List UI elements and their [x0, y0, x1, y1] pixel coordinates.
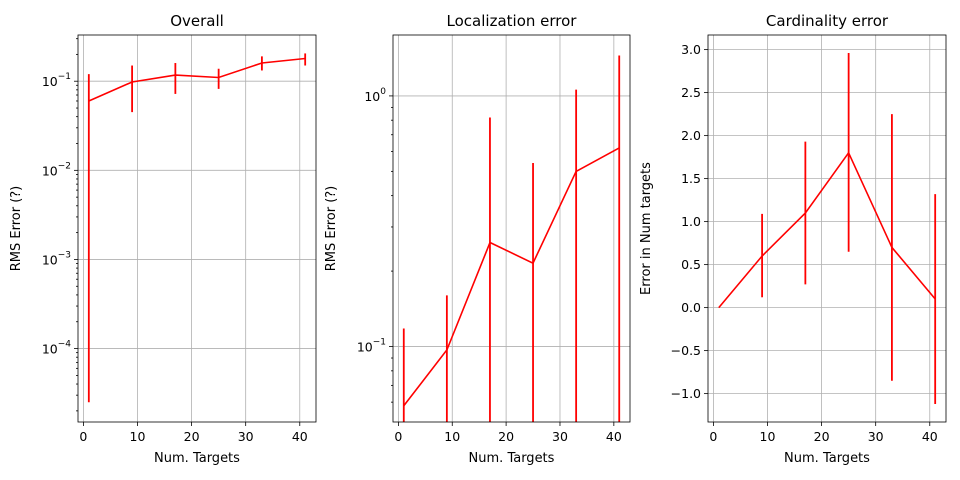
- subplot-cardinality-error: 0 10 20 30 40 −1.0 −0.5 0.0 0.5 1.0 1.5 2.0 2.5 3.0 C…: [639, 12, 947, 466]
- y-tick-exponent: −3: [58, 250, 71, 260]
- y-tick-exponent: 0: [380, 87, 386, 97]
- x-tick-label: 20: [498, 429, 514, 444]
- x-axis-label: Num. Targets: [154, 451, 240, 466]
- x-tick-label: 20: [184, 429, 200, 444]
- y-tick-label: 0.5: [681, 257, 701, 272]
- y-axis-label: RMS Error (?): [324, 186, 339, 272]
- x-tick-label: 0: [394, 429, 402, 444]
- y-tick-label: 10−3: [42, 250, 71, 267]
- x-tick-label: 40: [292, 429, 308, 444]
- y-tick-label: 1.0: [681, 214, 701, 229]
- y-tick-label: 2.0: [681, 128, 701, 143]
- y-axis-label: Error in Num targets: [639, 162, 654, 295]
- y-tick-base: 10: [42, 342, 58, 357]
- y-tick-exponent: −1: [58, 72, 71, 82]
- x-tick-label: 0: [709, 429, 717, 444]
- y-tick-label: 10−1: [357, 338, 386, 355]
- chart-title: Cardinality error: [766, 12, 889, 30]
- y-tick-label: −1.0: [671, 386, 701, 401]
- y-tick-label: 3.0: [681, 42, 701, 57]
- chart-title: Localization error: [447, 12, 578, 30]
- axes-frame: [392, 34, 631, 423]
- y-tick-label: −0.5: [671, 343, 701, 358]
- series-line: [88, 57, 306, 102]
- y-tick-exponent: −4: [58, 340, 72, 350]
- y-tick-base: 10: [357, 340, 373, 355]
- series-line: [403, 147, 620, 407]
- y-tick-label: 10−2: [42, 161, 71, 178]
- x-tick-label: 40: [606, 429, 622, 444]
- y-tick-base: 10: [42, 163, 58, 178]
- y-tick-label: 10−1: [42, 72, 71, 89]
- chart-title: Overall: [170, 12, 224, 30]
- x-tick-label: 30: [238, 429, 254, 444]
- x-tick-label: 20: [814, 429, 830, 444]
- axes-frame: [77, 34, 317, 423]
- y-tick-label: 2.5: [681, 85, 701, 100]
- x-tick-label: 30: [552, 429, 568, 444]
- y-tick-label: 1.5: [681, 171, 701, 186]
- y-tick-label: 10−4: [42, 340, 71, 357]
- y-tick-base: 10: [42, 74, 58, 89]
- y-tick-base: 10: [42, 252, 58, 267]
- x-tick-label: 40: [922, 429, 938, 444]
- y-tick-exponent: −1: [373, 338, 386, 348]
- series-line: [718, 151, 936, 309]
- x-axis-label: Num. Targets: [469, 451, 555, 466]
- y-tick-exponent: −2: [58, 161, 71, 171]
- x-tick-label: 10: [444, 429, 460, 444]
- x-tick-label: 0: [79, 429, 87, 444]
- y-tick-base: 10: [364, 89, 380, 104]
- y-tick-label: 0.0: [681, 300, 701, 315]
- x-axis-label: Num. Targets: [784, 451, 870, 466]
- y-tick-label: 100: [364, 87, 386, 104]
- x-tick-label: 10: [760, 429, 776, 444]
- x-tick-label: 10: [130, 429, 146, 444]
- x-tick-label: 30: [868, 429, 884, 444]
- y-axis-label: RMS Error (?): [9, 186, 24, 272]
- axes-frame: [707, 34, 947, 423]
